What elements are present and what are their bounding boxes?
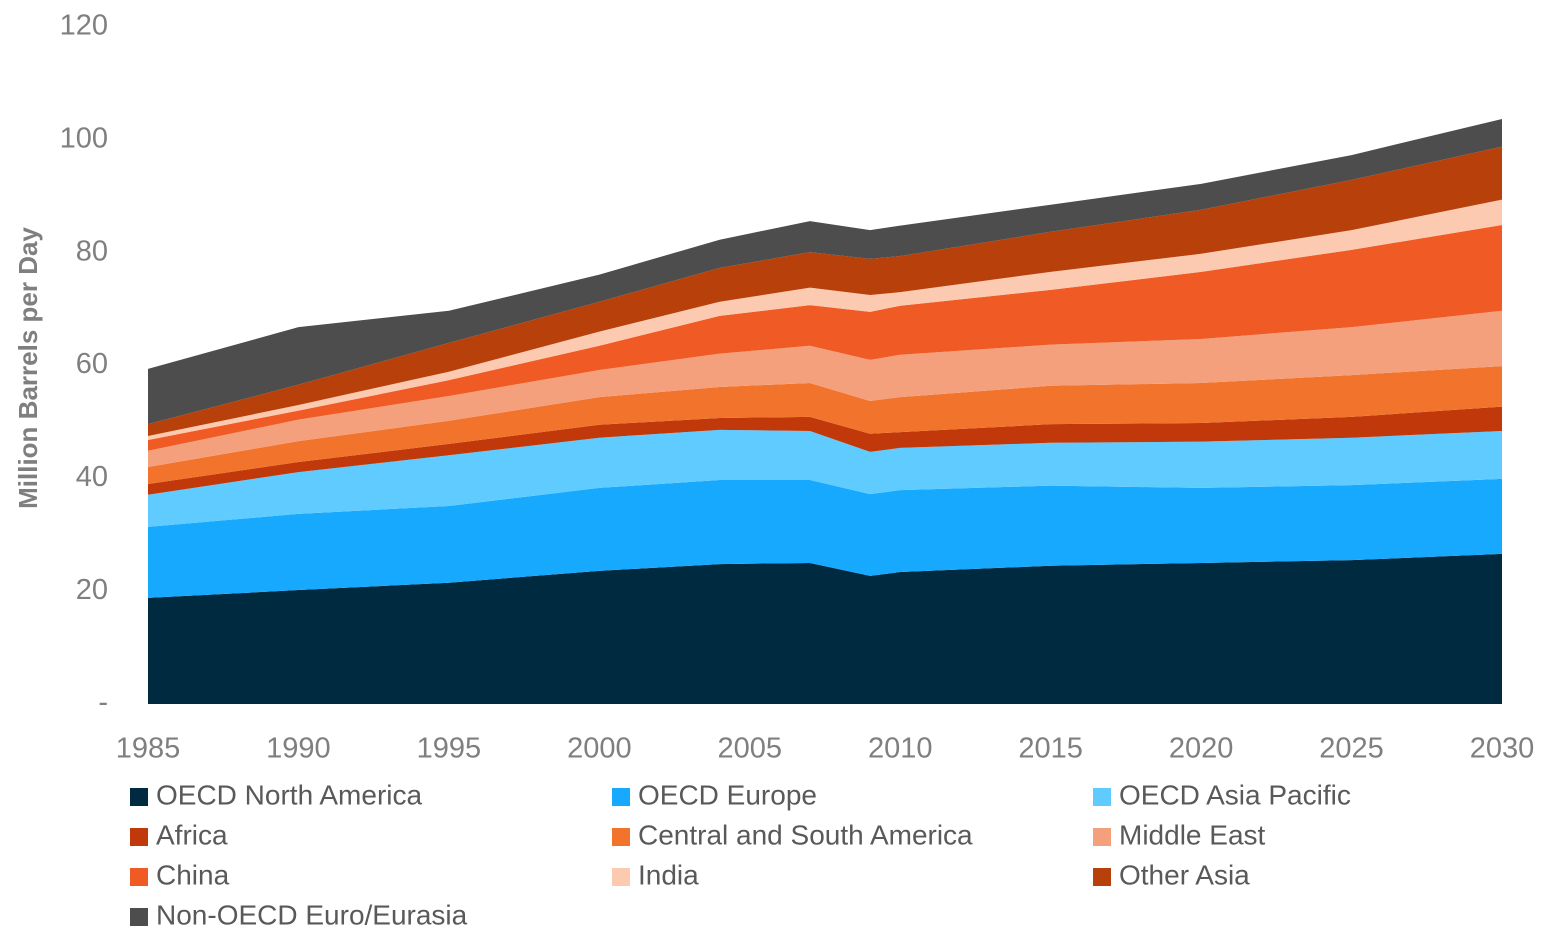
legend-label: Central and South America: [638, 819, 973, 850]
x-tick-label: 1985: [116, 733, 181, 765]
area: [148, 118, 1502, 425]
legend-label: China: [156, 859, 230, 890]
area: [148, 366, 1502, 484]
legend-swatch: [1093, 828, 1111, 846]
area: [148, 146, 1502, 437]
legend-swatch: [130, 828, 148, 846]
legend-label: Non-OECD Euro/Eurasia: [156, 899, 468, 930]
legend-swatch: [612, 828, 630, 846]
x-tick-label: 2030: [1470, 733, 1535, 765]
y-axis-label: Million Barrels per Day: [13, 227, 43, 509]
x-tick-label: 2005: [718, 733, 783, 765]
x-tick-label: 2015: [1018, 733, 1083, 765]
y-tick-label: 20: [76, 574, 108, 606]
y-tick-label: 100: [60, 122, 108, 154]
area: [148, 199, 1502, 440]
legend-swatch: [1093, 868, 1111, 886]
legend-label: OECD Europe: [638, 779, 817, 810]
y-tick-label: 40: [76, 461, 108, 493]
legend-label: OECD North America: [156, 779, 422, 810]
y-tick-label: 120: [60, 10, 108, 42]
y-tick-label: 80: [76, 235, 108, 267]
area: [148, 225, 1502, 451]
area: [148, 478, 1502, 598]
x-tick-label: 2000: [567, 733, 632, 765]
legend-swatch: [130, 868, 148, 886]
x-tick-label: 1995: [417, 733, 482, 765]
y-tick-label: 60: [76, 348, 108, 380]
area: [148, 406, 1502, 495]
x-tick-label: 2020: [1169, 733, 1234, 765]
legend-label: OECD Asia Pacific: [1119, 779, 1351, 810]
legend-swatch: [1093, 788, 1111, 806]
legend-label: Africa: [156, 819, 228, 850]
area: [148, 553, 1502, 704]
area: [148, 310, 1502, 468]
x-tick-label: 2010: [868, 733, 933, 765]
legend-label: Other Asia: [1119, 859, 1250, 890]
legend-swatch: [130, 908, 148, 926]
y-tick-label: -: [98, 687, 108, 719]
legend-swatch: [612, 788, 630, 806]
x-tick-label: 2025: [1319, 733, 1384, 765]
area: [148, 429, 1502, 527]
legend-label: Middle East: [1119, 819, 1266, 850]
legend-label: India: [638, 859, 699, 890]
x-tick-label: 1990: [266, 733, 331, 765]
legend-swatch: [130, 788, 148, 806]
legend-swatch: [612, 868, 630, 886]
